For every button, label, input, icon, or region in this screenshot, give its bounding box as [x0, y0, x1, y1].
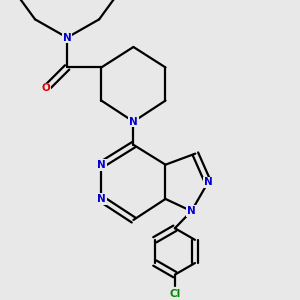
Text: N: N [97, 160, 106, 170]
Text: N: N [129, 117, 138, 127]
Text: N: N [97, 194, 106, 204]
Text: O: O [42, 83, 50, 93]
Text: N: N [204, 177, 212, 188]
Text: N: N [63, 33, 71, 43]
Text: N: N [187, 206, 196, 216]
Text: Cl: Cl [169, 289, 181, 299]
